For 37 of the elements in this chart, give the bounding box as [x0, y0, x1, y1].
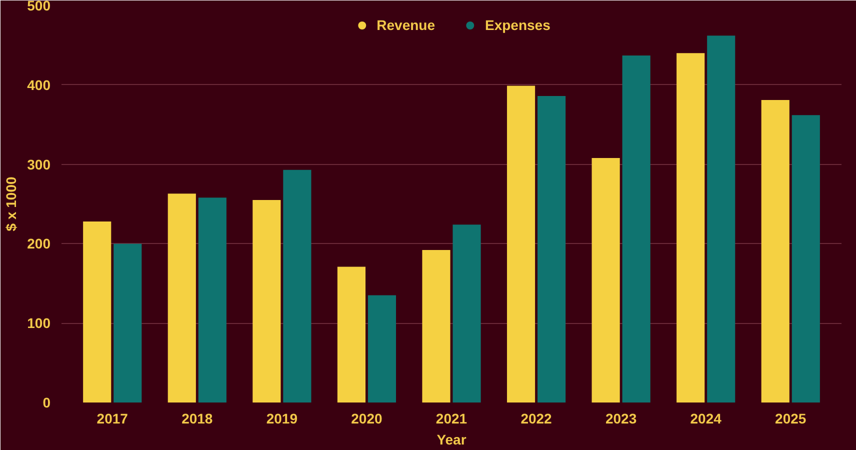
bar [114, 244, 142, 402]
bar [761, 100, 790, 402]
y-tick-label: 200 [27, 236, 51, 252]
x-tick-label: 2024 [690, 410, 722, 426]
y-axis-title: $ x 1000 [3, 176, 20, 232]
bar [198, 198, 226, 402]
x-tick-label: 2023 [605, 410, 637, 426]
bar [707, 36, 736, 402]
bar [592, 158, 620, 402]
x-tick-label: 2022 [520, 410, 552, 426]
y-tick-label: 300 [27, 156, 51, 172]
bar [506, 86, 536, 402]
y-tick-label: 400 [27, 76, 51, 93]
bar [83, 221, 112, 402]
x-tick-label: 2025 [775, 410, 806, 426]
x-tick-label: 2021 [436, 410, 468, 426]
bar [452, 224, 481, 402]
bar [538, 96, 566, 402]
legend-label: Expenses [484, 17, 550, 33]
x-tick-label: 2020 [351, 410, 383, 426]
bar [283, 170, 312, 402]
bar [252, 200, 281, 402]
bar [622, 56, 650, 402]
x-tick-label: 2018 [182, 410, 213, 426]
x-tick-label: 2017 [96, 410, 128, 426]
y-tick-label: 100 [27, 315, 51, 332]
bar [792, 115, 820, 402]
x-tick-label: 2019 [266, 410, 298, 426]
bar [337, 266, 366, 402]
x-axis-title: Year [436, 432, 467, 448]
y-tick-label: 0 [42, 394, 51, 410]
bar [676, 53, 705, 402]
bar [168, 194, 196, 402]
y-tick-label: 500 [27, 0, 51, 14]
legend-label: Revenue [376, 17, 435, 33]
bar [368, 295, 396, 402]
bar [422, 250, 450, 402]
